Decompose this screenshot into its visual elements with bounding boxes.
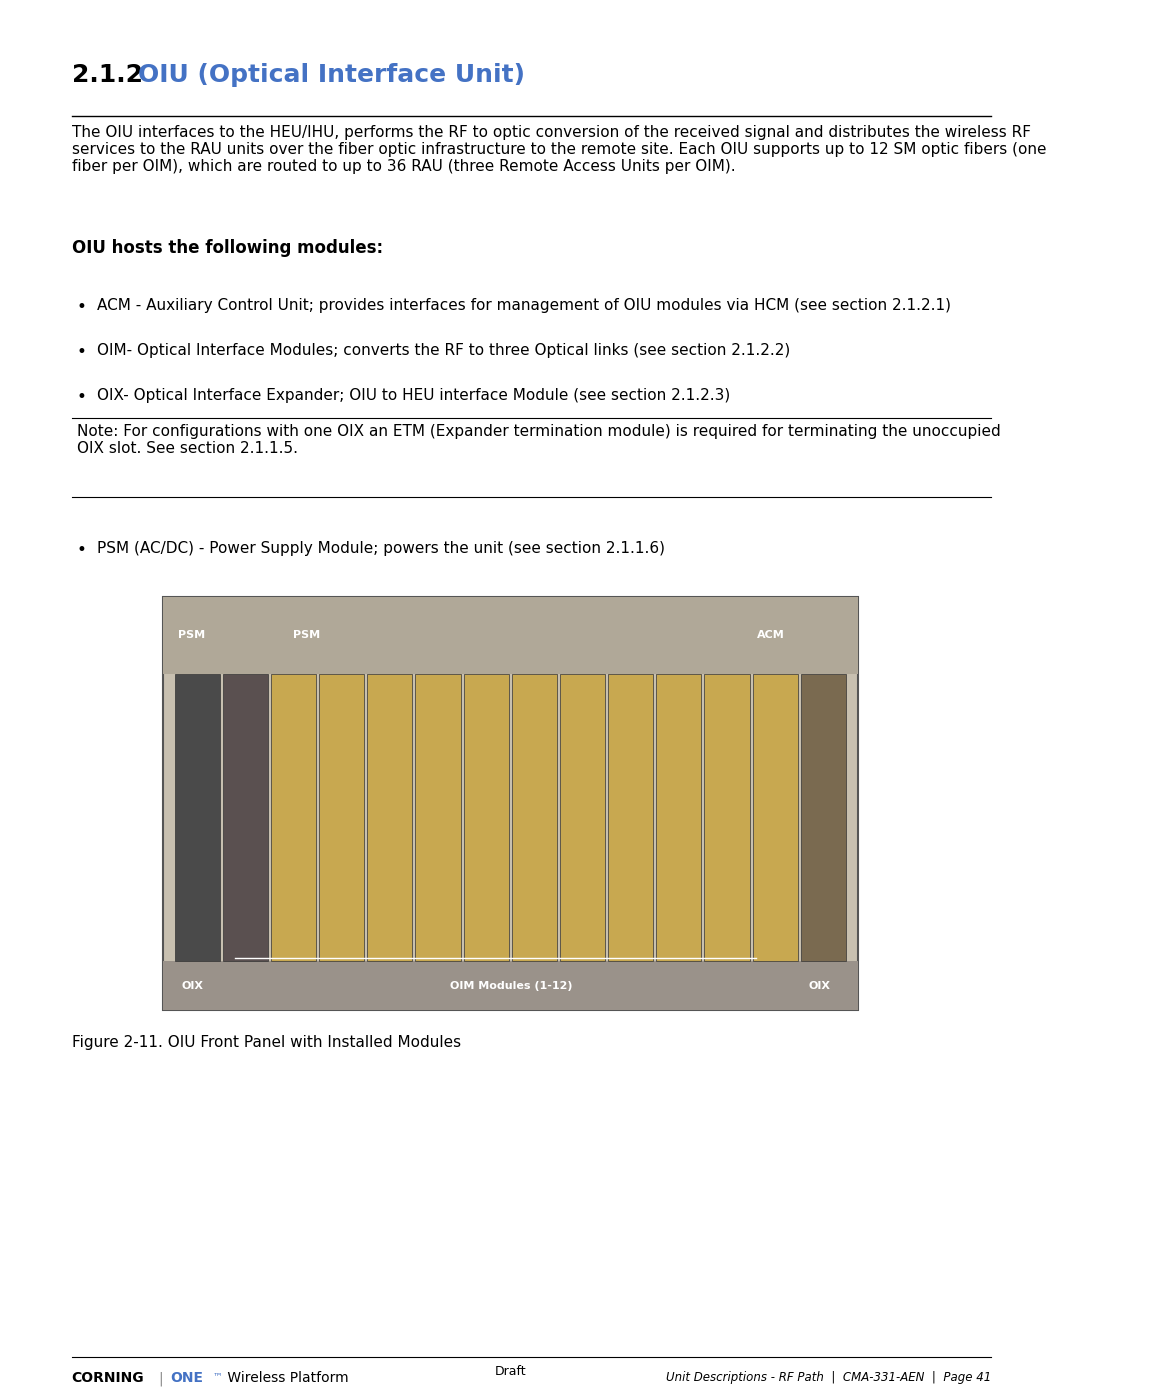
FancyBboxPatch shape <box>271 674 317 961</box>
FancyBboxPatch shape <box>608 674 653 961</box>
FancyBboxPatch shape <box>175 674 219 961</box>
Text: PSM: PSM <box>293 630 320 641</box>
FancyBboxPatch shape <box>560 674 606 961</box>
FancyBboxPatch shape <box>164 597 858 1010</box>
FancyBboxPatch shape <box>800 674 846 961</box>
Text: ACM - Auxiliary Control Unit; provides interfaces for management of OIU modules : ACM - Auxiliary Control Unit; provides i… <box>97 298 951 313</box>
FancyBboxPatch shape <box>704 674 749 961</box>
FancyBboxPatch shape <box>753 674 798 961</box>
FancyBboxPatch shape <box>164 961 858 1010</box>
FancyBboxPatch shape <box>464 674 509 961</box>
Text: OIM Modules (1-12): OIM Modules (1-12) <box>450 981 572 992</box>
Text: Note: For configurations with one OIX an ETM (Expander termination module) is re: Note: For configurations with one OIX an… <box>77 424 1000 456</box>
FancyBboxPatch shape <box>164 597 858 674</box>
Text: PSM (AC/DC) - Power Supply Module; powers the unit (see section 2.1.1.6): PSM (AC/DC) - Power Supply Module; power… <box>97 541 665 557</box>
Text: CORNING: CORNING <box>72 1371 144 1385</box>
Text: OIX: OIX <box>809 981 831 992</box>
Text: Unit Descriptions - RF Path  |  CMA-331-AEN  |  Page 41: Unit Descriptions - RF Path | CMA-331-AE… <box>666 1371 991 1384</box>
Text: ACM: ACM <box>757 630 785 641</box>
Text: •: • <box>77 388 87 406</box>
FancyBboxPatch shape <box>319 674 364 961</box>
FancyBboxPatch shape <box>223 674 268 961</box>
Text: •: • <box>77 298 87 316</box>
Text: The OIU interfaces to the HEU/IHU, performs the RF to optic conversion of the re: The OIU interfaces to the HEU/IHU, perfo… <box>72 125 1046 175</box>
Text: OIX- Optical Interface Expander; OIU to HEU interface Module (see section 2.1.2.: OIX- Optical Interface Expander; OIU to … <box>97 388 731 403</box>
Text: ONE: ONE <box>171 1371 204 1385</box>
Text: OIU hosts the following modules:: OIU hosts the following modules: <box>72 239 383 257</box>
Text: •: • <box>77 541 87 560</box>
Text: OIU (Optical Interface Unit): OIU (Optical Interface Unit) <box>138 63 525 87</box>
FancyBboxPatch shape <box>415 674 461 961</box>
Text: PSM: PSM <box>179 630 205 641</box>
Text: 2.1.2: 2.1.2 <box>72 63 177 87</box>
Text: •: • <box>77 343 87 361</box>
Text: |: | <box>159 1371 162 1385</box>
Text: ™: ™ <box>212 1371 223 1381</box>
FancyBboxPatch shape <box>368 674 413 961</box>
FancyBboxPatch shape <box>657 674 702 961</box>
Text: Wireless Platform: Wireless Platform <box>223 1371 348 1385</box>
Text: Draft: Draft <box>495 1365 527 1378</box>
Text: Figure 2-11. OIU Front Panel with Installed Modules: Figure 2-11. OIU Front Panel with Instal… <box>72 1035 461 1051</box>
Text: OIM- Optical Interface Modules; converts the RF to three Optical links (see sect: OIM- Optical Interface Modules; converts… <box>97 343 790 358</box>
Text: OIX: OIX <box>181 981 203 992</box>
FancyBboxPatch shape <box>512 674 557 961</box>
